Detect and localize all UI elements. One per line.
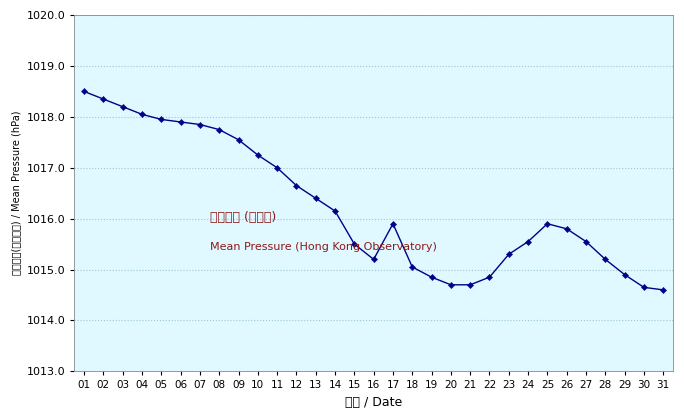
Y-axis label: 平均氣壓(百帕斯卡) / Mean Pressure (hPa): 平均氣壓(百帕斯卡) / Mean Pressure (hPa) (11, 111, 21, 276)
X-axis label: 日期 / Date: 日期 / Date (345, 396, 402, 409)
Text: Mean Pressure (Hong Kong Observatory): Mean Pressure (Hong Kong Observatory) (209, 241, 436, 252)
Text: 平均氣壓 (天文台): 平均氣壓 (天文台) (209, 211, 276, 224)
